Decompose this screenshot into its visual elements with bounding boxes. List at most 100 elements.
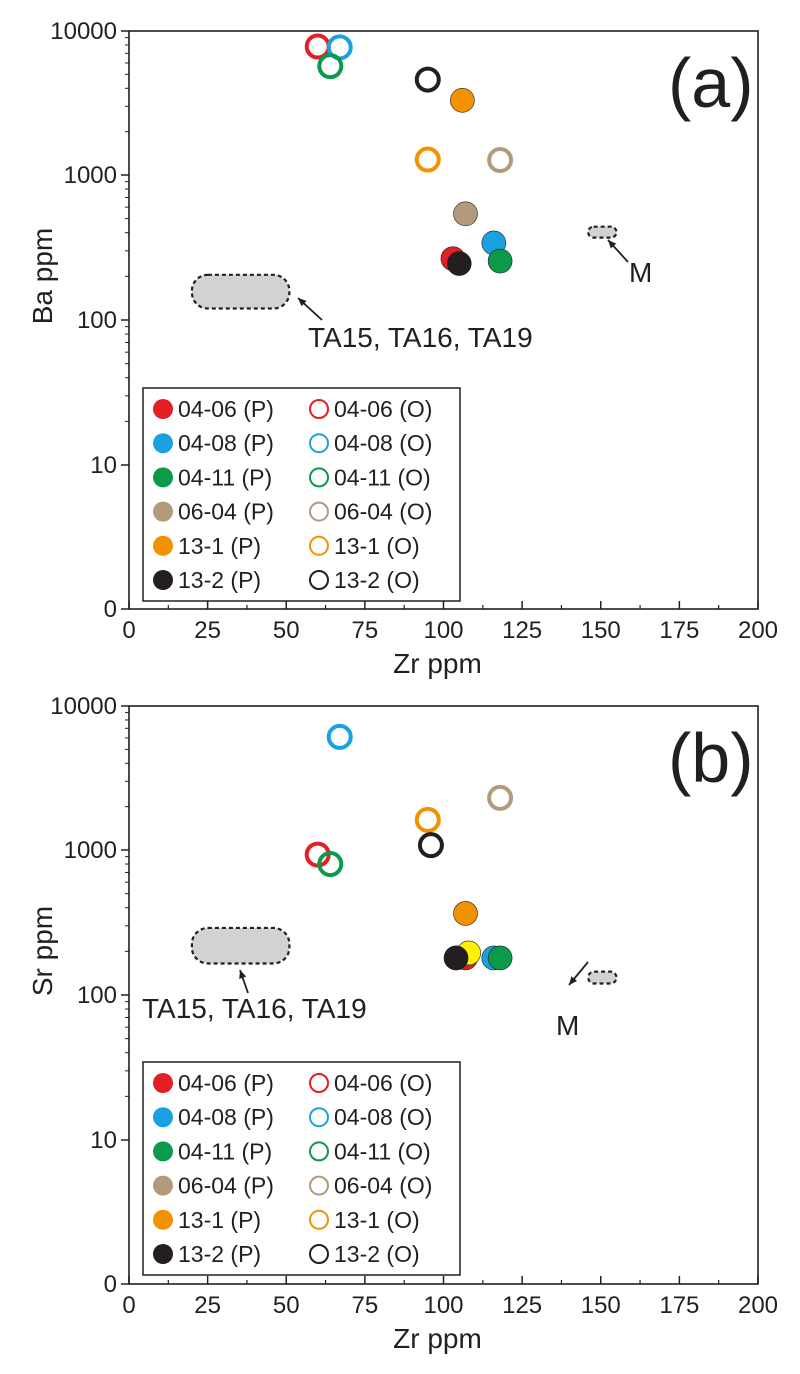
legend-marker-filled bbox=[153, 570, 173, 590]
field-arrowhead bbox=[298, 298, 307, 307]
x-tick-label: 125 bbox=[502, 617, 542, 644]
data-point-filled bbox=[446, 251, 472, 276]
legend-marker-open bbox=[309, 570, 329, 590]
legend-entry: 13-2 (P) bbox=[178, 567, 261, 593]
field-label: TA15, TA16, TA19 bbox=[142, 993, 367, 1024]
legend-entry: 04-11 (O) bbox=[334, 1138, 431, 1164]
legend-entry: 04-08 (P) bbox=[178, 430, 274, 456]
legend-entry: 13-1 (O) bbox=[334, 1207, 420, 1233]
legend-marker-filled bbox=[153, 1244, 173, 1264]
y-tick-label: 10000 bbox=[50, 693, 117, 720]
field-label: TA15, TA16, TA19 bbox=[308, 322, 533, 353]
legend: 04-06 (P) 04-06 (O) 04-08 (P) 04-08 (O) 04-1… bbox=[142, 387, 461, 602]
x-axis-label: Zr ppm bbox=[393, 1323, 482, 1354]
data-point-open bbox=[326, 723, 353, 750]
x-tick-label: 175 bbox=[659, 1292, 699, 1319]
data-point-open bbox=[487, 147, 514, 174]
legend-marker-filled bbox=[153, 433, 173, 454]
legend-marker-open bbox=[309, 1073, 329, 1093]
data-point-open bbox=[417, 832, 444, 859]
legend-marker-filled bbox=[153, 501, 173, 522]
data-point-open bbox=[414, 806, 441, 833]
field-arrowhead bbox=[239, 970, 247, 979]
x-tick-label: 125 bbox=[502, 1292, 542, 1319]
legend-marker-filled bbox=[153, 399, 173, 419]
chart-panel-b: 0 25 50 75 100 125 150 175 200 0 10 100 1000 10000 Zr … bbox=[27, 693, 778, 1354]
field-label: M bbox=[629, 257, 652, 288]
data-point-filled bbox=[453, 201, 478, 227]
x-tick-label: 100 bbox=[423, 617, 463, 644]
legend-entry: 04-08 (O) bbox=[334, 1104, 432, 1130]
legend-entry: 04-06 (O) bbox=[334, 396, 432, 422]
x-tick-label: 75 bbox=[352, 1292, 379, 1319]
x-tick-label: 75 bbox=[352, 617, 379, 644]
legend-entry: 04-11 (P) bbox=[178, 464, 272, 490]
y-tick-label: 10 bbox=[90, 1127, 117, 1154]
legend-box bbox=[142, 1061, 461, 1276]
legend-entry: 04-06 (P) bbox=[178, 396, 274, 422]
x-tick-label: 25 bbox=[194, 617, 221, 644]
x-tick-label: 0 bbox=[122, 1292, 135, 1319]
legend-marker-open bbox=[309, 399, 329, 419]
chart-panel-a: 0 25 50 75 100 125 150 175 200 0 10 100 1000 10000 Zr … bbox=[27, 18, 778, 679]
data-point-open bbox=[317, 53, 344, 80]
legend-marker-filled bbox=[153, 1073, 173, 1093]
legend-entry: 13-1 (O) bbox=[334, 533, 420, 559]
x-tick-label: 0 bbox=[122, 617, 135, 644]
y-axis-label: Ba ppm bbox=[27, 228, 58, 325]
legend-entry: 04-08 (P) bbox=[178, 1104, 274, 1130]
legend-marker-filled bbox=[153, 467, 173, 488]
data-point-filled bbox=[487, 945, 513, 971]
y-tick-label: 1000 bbox=[64, 162, 117, 189]
legend-marker-filled bbox=[153, 1141, 173, 1162]
legend-marker-filled bbox=[153, 1209, 173, 1230]
x-tick-label: 50 bbox=[273, 617, 300, 644]
x-tick-label: 100 bbox=[423, 1292, 463, 1319]
legend-box bbox=[142, 387, 461, 602]
legend-entry: 06-04 (O) bbox=[334, 499, 432, 525]
x-tick-label: 200 bbox=[738, 617, 778, 644]
legend-entry: 13-1 (P) bbox=[178, 1207, 261, 1233]
legend-entry: 06-04 (P) bbox=[178, 499, 274, 525]
x-tick-label: 150 bbox=[581, 617, 621, 644]
field-envelope bbox=[587, 970, 618, 985]
y-tick-label: 10 bbox=[90, 452, 117, 479]
legend-entry: 06-04 (O) bbox=[334, 1173, 432, 1199]
legend-entry: 04-08 (O) bbox=[334, 430, 432, 456]
legend-marker-open bbox=[309, 1141, 329, 1162]
legend-entry: 13-2 (O) bbox=[334, 1241, 420, 1267]
legend-entry: 13-2 (O) bbox=[334, 567, 420, 593]
legend-entry: 04-11 (O) bbox=[334, 464, 431, 490]
x-tick-label: 25 bbox=[194, 1292, 221, 1319]
data-point-open bbox=[414, 66, 441, 93]
legend-marker-open bbox=[309, 501, 329, 522]
legend-marker-filled bbox=[153, 535, 173, 556]
legend-marker-filled bbox=[153, 1175, 173, 1196]
legend-entry: 04-11 (P) bbox=[178, 1138, 272, 1164]
field-envelope bbox=[190, 273, 291, 310]
x-tick-label: 150 bbox=[581, 1292, 621, 1319]
x-tick-label: 50 bbox=[273, 1292, 300, 1319]
field-arrowhead bbox=[608, 240, 617, 249]
legend-marker-open bbox=[309, 467, 329, 488]
legend: 04-06 (P) 04-06 (O) 04-08 (P) 04-08 (O) 04-1… bbox=[142, 1061, 461, 1276]
y-tick-label: 0 bbox=[104, 596, 117, 623]
x-tick-label: 200 bbox=[738, 1292, 778, 1319]
legend-marker-open bbox=[309, 1244, 329, 1264]
legend-entry: 13-2 (P) bbox=[178, 1241, 261, 1267]
legend-entry: 13-1 (P) bbox=[178, 533, 261, 559]
y-tick-label: 1000 bbox=[64, 837, 117, 864]
field-envelope bbox=[190, 926, 291, 965]
legend-marker-open bbox=[309, 535, 329, 556]
data-point-filled bbox=[487, 248, 513, 274]
panel-label: (b) bbox=[668, 719, 754, 797]
y-tick-label: 10000 bbox=[50, 18, 117, 45]
legend-marker-filled bbox=[153, 1107, 173, 1128]
data-point-open bbox=[487, 784, 514, 811]
data-point-open bbox=[414, 146, 441, 173]
x-tick-label: 175 bbox=[659, 617, 699, 644]
y-tick-label: 100 bbox=[77, 307, 117, 334]
panel-label: (a) bbox=[668, 44, 754, 122]
y-tick-label: 100 bbox=[77, 982, 117, 1009]
y-axis-label: Sr ppm bbox=[27, 906, 58, 996]
